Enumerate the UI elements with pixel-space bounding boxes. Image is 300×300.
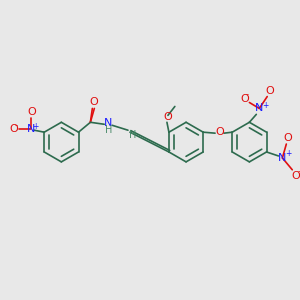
Text: N: N [27,124,35,134]
Text: O: O [89,98,98,107]
Text: N: N [278,153,286,163]
Text: O: O [216,127,224,137]
Text: H: H [106,125,113,135]
Text: -: - [298,167,300,176]
Text: +: + [32,122,38,131]
Text: H: H [129,130,137,140]
Text: -: - [246,90,249,99]
Text: O: O [292,171,300,181]
Text: O: O [164,112,172,122]
Text: O: O [240,94,249,103]
Text: N: N [255,103,263,113]
Text: O: O [9,124,18,134]
Text: N: N [104,118,112,128]
Text: O: O [266,85,274,96]
Text: +: + [262,101,268,110]
Text: +: + [285,149,292,158]
Text: -: - [15,121,18,130]
Text: O: O [283,133,292,143]
Text: O: O [27,107,36,117]
